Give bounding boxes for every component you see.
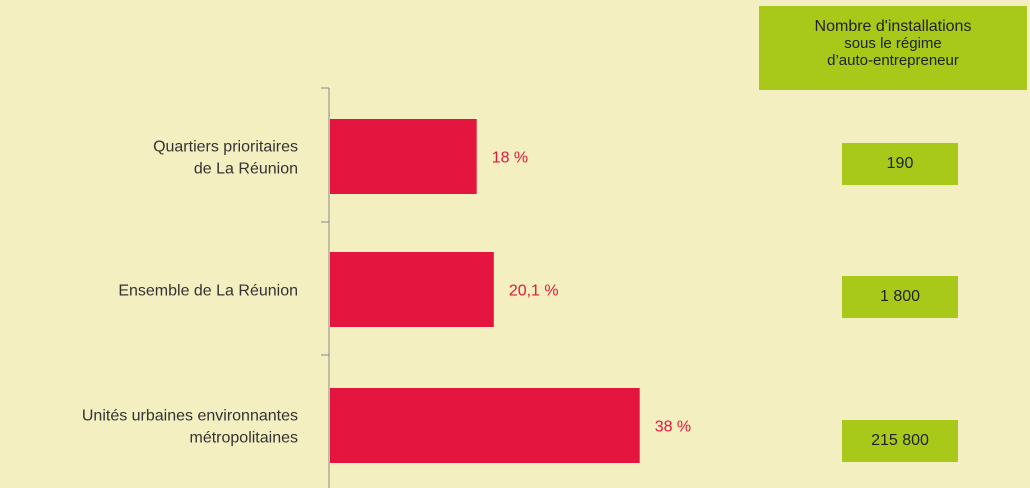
count-header-line-3: d’auto-entrepreneur bbox=[827, 52, 959, 69]
count-box-metropole: 215 800 bbox=[842, 420, 958, 462]
category-label-line: Ensemble de La Réunion bbox=[118, 283, 298, 300]
category-label-line: de La Réunion bbox=[194, 161, 298, 178]
bar-chart: Quartiers prioritaires de La Réunion Ensem… bbox=[82, 87, 691, 488]
value-label-1: 20,1 % bbox=[509, 283, 559, 300]
value-label-2: 38 % bbox=[655, 419, 691, 436]
category-label-0: Quartiers prioritaires de La Réunion bbox=[153, 139, 298, 178]
count-box-ensemble: 1 800 bbox=[842, 276, 958, 318]
count-header: Nombre d'installations sous le régime d’… bbox=[759, 6, 1027, 90]
count-header-line-1: Nombre d'installations bbox=[814, 18, 972, 35]
category-label-1: Ensemble de La Réunion bbox=[118, 283, 298, 300]
category-label-line: Quartiers prioritaires bbox=[153, 139, 298, 156]
bar-1 bbox=[330, 252, 494, 327]
category-label-line: métropolitaines bbox=[190, 430, 299, 447]
category-label-2: Unités urbaines environnantes métropolita… bbox=[82, 408, 298, 447]
value-label-0: 18 % bbox=[492, 150, 528, 167]
bar-0 bbox=[330, 119, 477, 194]
bar-2 bbox=[330, 388, 640, 463]
category-label-line: Unités urbaines environnantes bbox=[82, 408, 298, 425]
count-box-quartiers: 190 bbox=[842, 143, 958, 185]
count-header-line-2: sous le régime bbox=[844, 35, 942, 52]
